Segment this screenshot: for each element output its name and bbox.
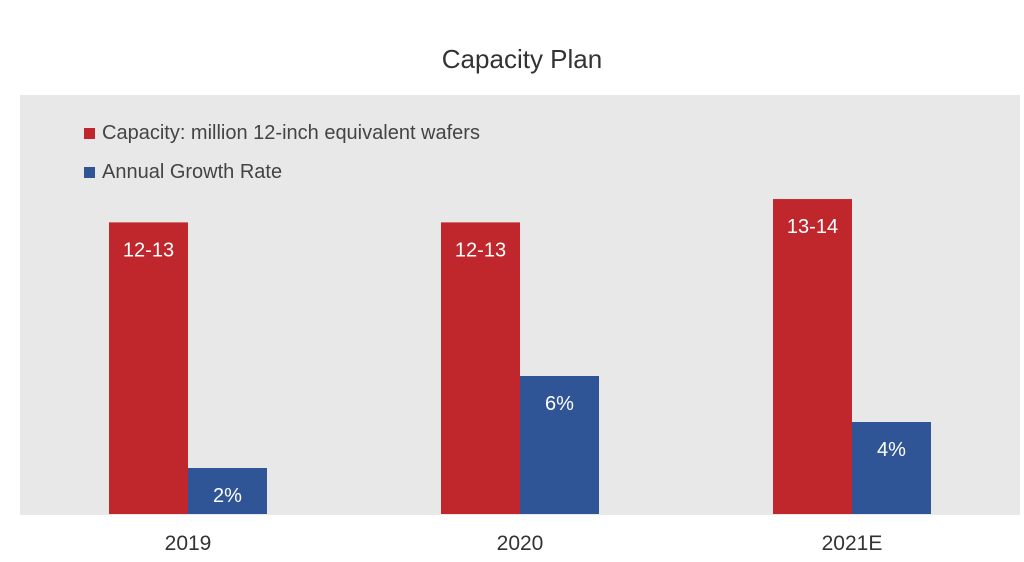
bar-capacity-2021e <box>773 199 852 515</box>
legend-label-capacity: Capacity: million 12-inch equivalent waf… <box>102 121 480 144</box>
data-label-growth-2020: 6% <box>545 393 574 415</box>
x-tick-label-2021e: 2021E <box>822 532 883 555</box>
legend-item-growth: Annual Growth Rate <box>84 159 480 185</box>
data-label-growth-2019: 2% <box>213 485 242 507</box>
bar-growth-2020 <box>520 376 599 514</box>
legend-swatch-capacity <box>84 127 95 139</box>
bar-capacity-2019 <box>109 222 188 514</box>
bar-capacity-2020 <box>441 222 520 514</box>
bar-growth-2021e <box>852 422 931 514</box>
chart-title: Capacity Plan <box>441 44 603 74</box>
legend: Capacity: million 12-inch equivalent waf… <box>84 120 480 198</box>
legend-item-capacity: Capacity: million 12-inch equivalent waf… <box>84 120 480 146</box>
legend-label-growth: Annual Growth Rate <box>102 160 283 183</box>
data-label-capacity-2019: 12-13 <box>123 239 174 261</box>
legend-swatch-growth <box>84 166 95 178</box>
data-label-capacity-2021e: 13-14 <box>787 216 838 238</box>
data-label-capacity-2020: 12-13 <box>455 239 506 261</box>
data-label-growth-2021e: 4% <box>877 439 906 461</box>
bar-growth-2019 <box>188 468 267 514</box>
x-tick-label-2020: 2020 <box>497 532 544 555</box>
x-tick-label-2019: 2019 <box>165 532 212 555</box>
